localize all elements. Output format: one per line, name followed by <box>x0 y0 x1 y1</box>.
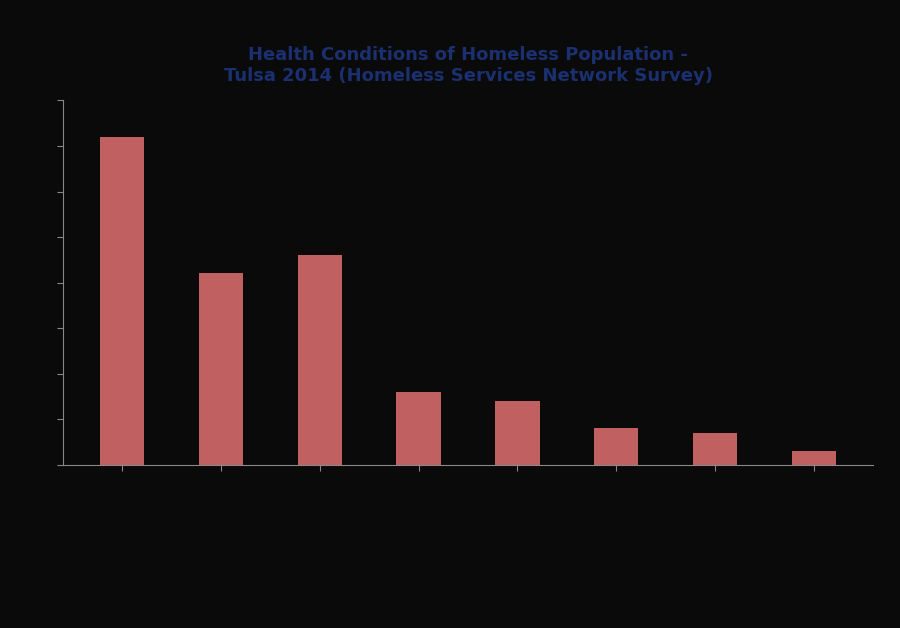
Bar <box>396 392 441 465</box>
Title: Health Conditions of Homeless Population -
Tulsa 2014 (Homeless Services Network: Health Conditions of Homeless Population… <box>223 46 713 85</box>
Bar <box>199 274 243 465</box>
Bar <box>791 451 836 465</box>
Bar <box>100 137 145 465</box>
Bar <box>495 401 540 465</box>
Bar <box>693 433 737 465</box>
Bar <box>298 256 342 465</box>
Bar <box>594 428 638 465</box>
